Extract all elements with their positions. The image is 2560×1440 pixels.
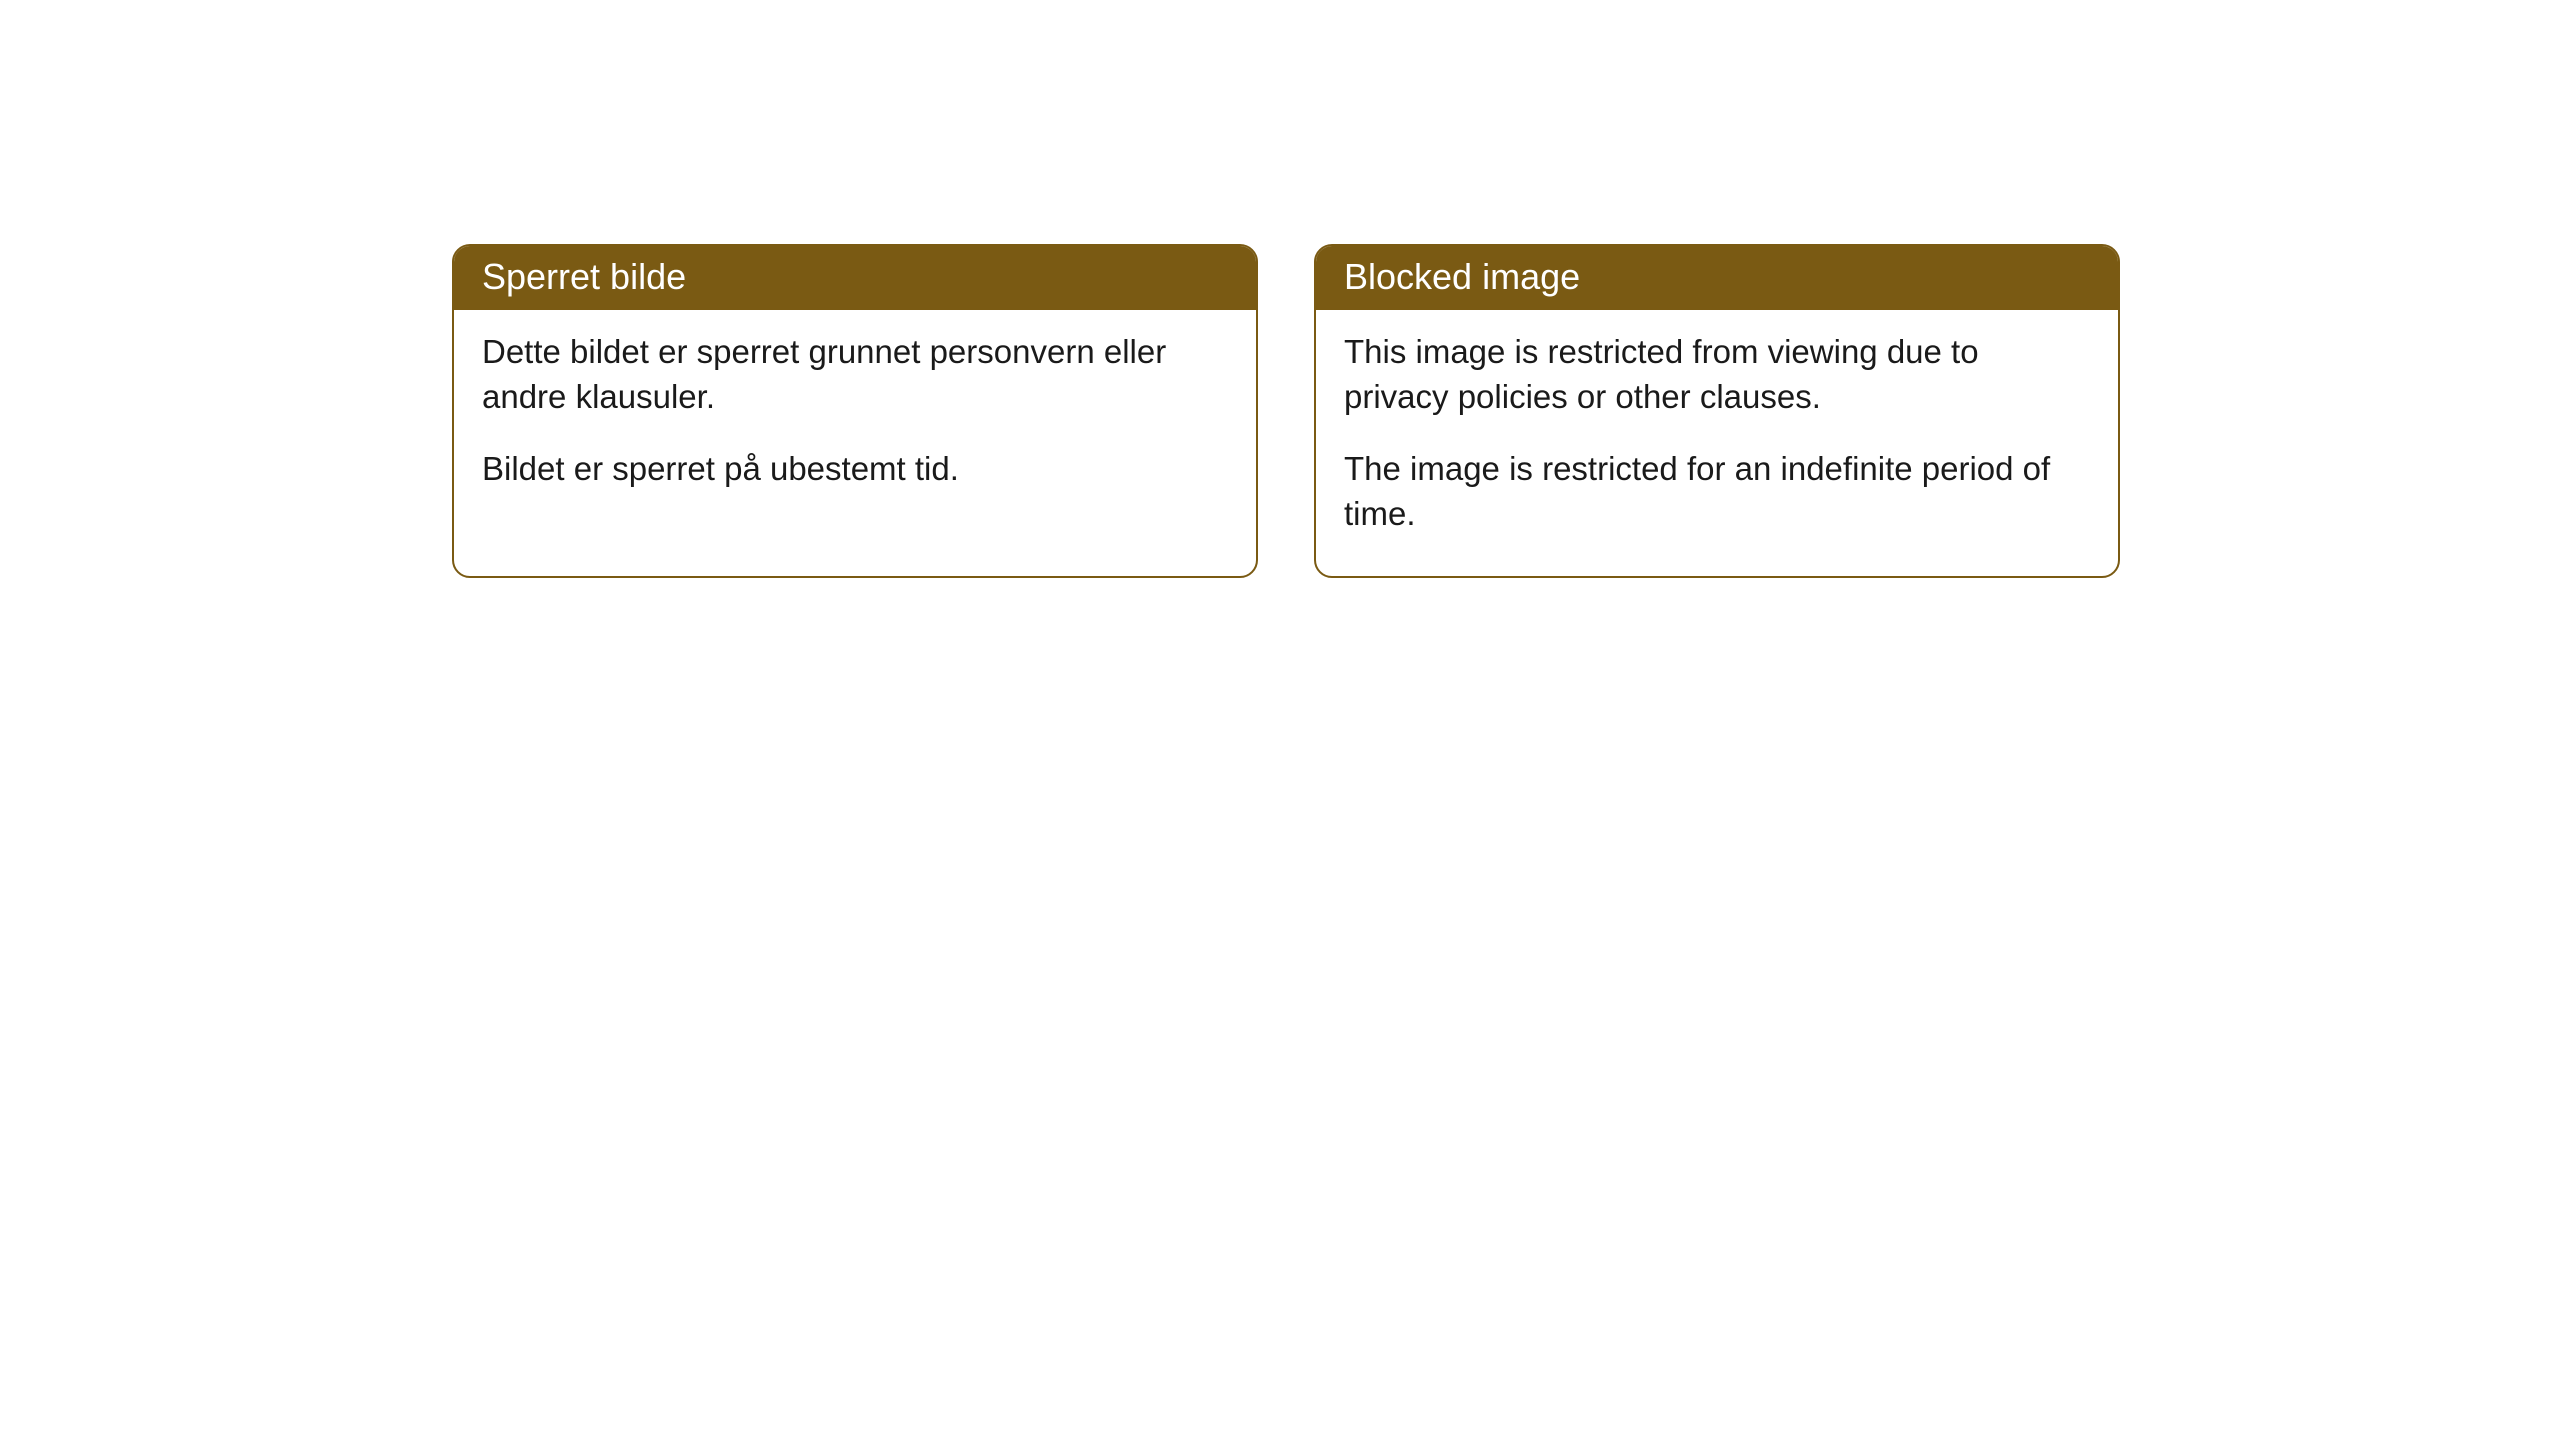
notice-text-english-2: The image is restricted for an indefinit…	[1344, 447, 2090, 536]
notice-card-english: Blocked image This image is restricted f…	[1314, 244, 2120, 578]
notice-container: Sperret bilde Dette bildet er sperret gr…	[452, 244, 2120, 578]
notice-text-english-1: This image is restricted from viewing du…	[1344, 330, 2090, 419]
notice-card-norwegian: Sperret bilde Dette bildet er sperret gr…	[452, 244, 1258, 578]
notice-text-norwegian-2: Bildet er sperret på ubestemt tid.	[482, 447, 1228, 492]
notice-header-english: Blocked image	[1316, 246, 2118, 310]
notice-title-norwegian: Sperret bilde	[482, 256, 686, 297]
notice-body-english: This image is restricted from viewing du…	[1316, 310, 2118, 576]
notice-body-norwegian: Dette bildet er sperret grunnet personve…	[454, 310, 1256, 532]
notice-header-norwegian: Sperret bilde	[454, 246, 1256, 310]
notice-title-english: Blocked image	[1344, 256, 1580, 297]
notice-text-norwegian-1: Dette bildet er sperret grunnet personve…	[482, 330, 1228, 419]
